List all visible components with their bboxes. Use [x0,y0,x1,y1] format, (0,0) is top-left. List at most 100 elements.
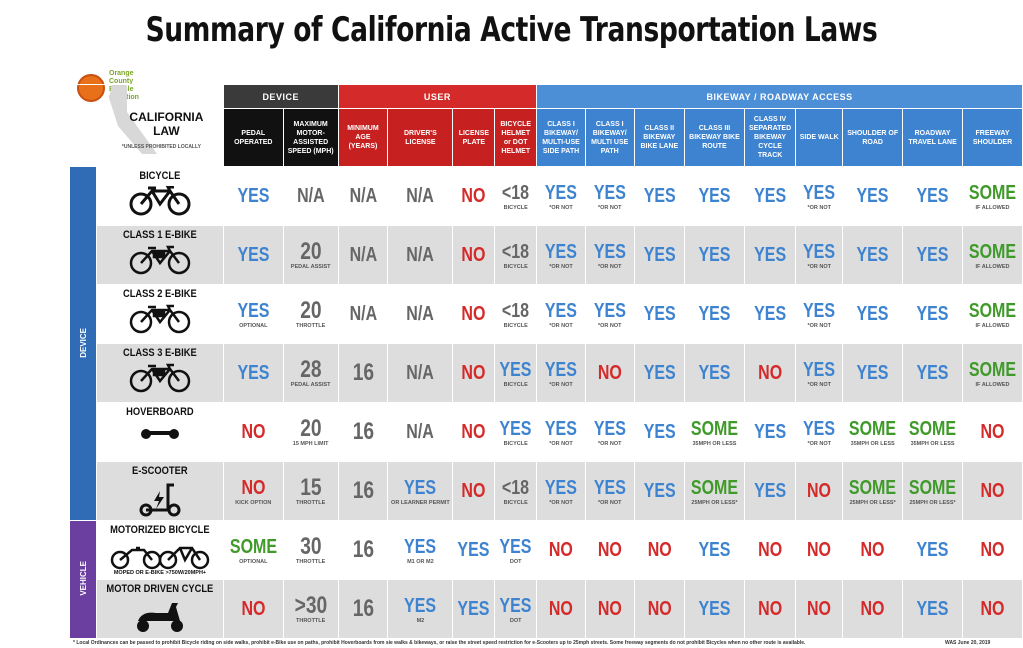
cell-note: 35MPH OR LESS [910,440,955,447]
table-cell: YES *OR NOT [536,166,586,226]
cell-value: SOME [229,535,277,558]
column-header: CLASS IV SEPARATED BIKEWAY CYCLE TRACK [743,108,797,167]
table-cell: NO [633,520,686,580]
table-cell: 20 15 MPH LIMIT [282,402,339,462]
cell-note: OPTIONAL [239,558,268,565]
cell-value: YES [593,240,626,263]
cell-value: N/A [406,421,435,443]
cell-note: BICYCLE [503,204,528,211]
cell-value: <18 [502,299,530,322]
row-label: MOTORIZED BICYCLE Moped or E-BIKE >750w/2… [96,520,224,580]
cell-value: N/A [349,244,377,266]
cell-value: NO [980,421,1005,443]
table-cell: N/A [282,166,339,226]
group-device: DEVICE [222,84,339,109]
table-cell: NO [743,343,797,403]
table-cell: 20 PEDAL ASSIST [282,225,339,285]
cell-note: IF ALLOWED [975,322,1010,329]
credit: WAS June 20, 2019 [945,640,991,646]
table-cell: YES [902,579,964,639]
cell-value: YES [545,476,578,499]
table-cell: NO [743,579,797,639]
cell-value: 20 [299,414,322,442]
cell-value: YES [803,240,836,263]
group-user: USER [337,84,538,109]
cell-value: YES [856,185,889,207]
table-cell: NO [795,461,844,521]
table-cell: 28 PEDAL ASSIST [282,343,339,403]
table-row: DEVICE BICYCLE YES N/A N/A N/A NO <18 BICYCLE YES… [68,166,1023,521]
table-cell: YES *OR NOT [795,225,844,285]
table-cell: YES [222,166,284,226]
table-cell: 16 [337,343,389,403]
table-cell: YES *OR NOT [536,343,586,403]
table-cell: YES *OR NOT [584,284,635,344]
cell-value: YES [643,303,676,325]
cell-value: YES [237,362,270,384]
table-cell: <18 BICYCLE [494,225,538,285]
cell-value: 16 [352,477,374,504]
table-cell: NO [962,461,1023,521]
cell-note: *OR NOT [807,204,831,211]
cell-note: PEDAL ASSIST [290,381,331,388]
cell-value: YES [916,539,949,561]
cell-value: YES [803,358,836,381]
table-cell: YES [633,461,686,521]
table-cell: YES [743,461,797,521]
cell-note: *OR NOT [597,440,622,447]
cell-value: >30 [294,591,327,619]
table-cell: YES [902,284,964,344]
cell-value: N/A [349,303,377,325]
ebike-icon [98,304,223,334]
cell-value: N/A [349,185,377,207]
cell-value: NO [241,476,266,499]
cell-value: YES [593,476,626,499]
cell-value: NO [980,539,1005,561]
cell-value: YES [643,421,676,443]
table-cell: YES *OR NOT [795,402,844,462]
table-cell: 16 [337,461,389,521]
column-header: FREEWAY SHOULDER [962,108,1023,167]
table-cell: YES [743,225,797,285]
table-row: CLASS 2 E-BIKE YES OPTIONAL 20 THROTTLE N/A N/… [70,284,1023,344]
table-row: VEHICLE MOTORIZED BICYCLE Moped or E-BIKE … [68,520,1023,639]
table-cell: YES [633,166,686,226]
cell-value: NO [549,598,574,620]
cell-value: SOME [849,476,897,499]
table-cell: NO [584,520,635,580]
california-law-label: CALIFORNIA LAW [129,109,204,138]
cell-value: SOME [909,417,957,440]
cell-value: YES [545,358,578,381]
cell-value: YES [754,303,787,325]
table-cell: YES *OR NOT [536,402,586,462]
row-label: CLASS 2 E-BIKE [96,284,224,344]
column-header: CLASS I BIKEWAY/ MULTI USE PATH [584,108,635,167]
cell-value: SOME [968,299,1017,322]
row-label: HOVERBOARD [96,402,224,462]
cell-note: *OR NOT [549,440,573,447]
cell-note: *OR NOT [807,440,831,447]
cell-value: YES [545,240,578,263]
laws-table: CALIFORNIA LAW *UNLESS PROHIBITED LOCALLY… [68,84,1023,639]
table-cell: SOME 35MPH OR LESS [902,402,964,462]
table-cell: SOME 35MPH OR LESS [684,402,745,462]
cell-value: YES [856,303,889,325]
cell-value: YES [404,535,437,558]
table-cell: YES [902,343,964,403]
cell-value: YES [237,299,270,322]
cell-note: *OR NOT [807,322,831,329]
cell-value: SOME [690,476,739,499]
table-cell: YES OPTIONAL [222,284,284,344]
cell-value: NO [647,598,672,620]
cell-note: M2 [416,617,425,624]
cell-note: *OR NOT [597,322,622,329]
cell-value: N/A [406,185,435,207]
row-label: CLASS 3 E-BIKE [96,343,224,403]
table-cell: >30 THROTTLE [282,579,339,639]
section-device: DEVICE [68,166,98,521]
ebike-icon [98,245,223,275]
cell-note: BICYCLE [503,499,528,506]
footnote: * Local Ordinances can be passed to proh… [73,640,806,646]
table-cell: YES [633,402,686,462]
row-name: E-SCOOTER [132,465,188,477]
